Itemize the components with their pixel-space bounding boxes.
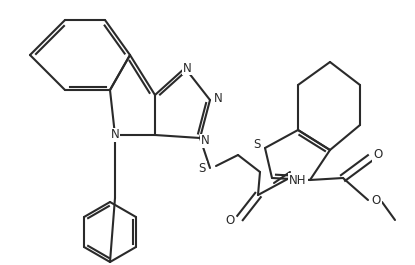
Text: O: O	[374, 148, 383, 161]
Text: N: N	[200, 135, 210, 148]
Text: O: O	[371, 193, 381, 206]
Text: S: S	[198, 161, 206, 174]
Text: S: S	[253, 139, 261, 152]
Text: N: N	[214, 91, 222, 104]
Text: N: N	[183, 61, 191, 74]
Text: NH: NH	[289, 174, 307, 187]
Text: O: O	[225, 214, 234, 227]
Text: N: N	[111, 129, 120, 142]
